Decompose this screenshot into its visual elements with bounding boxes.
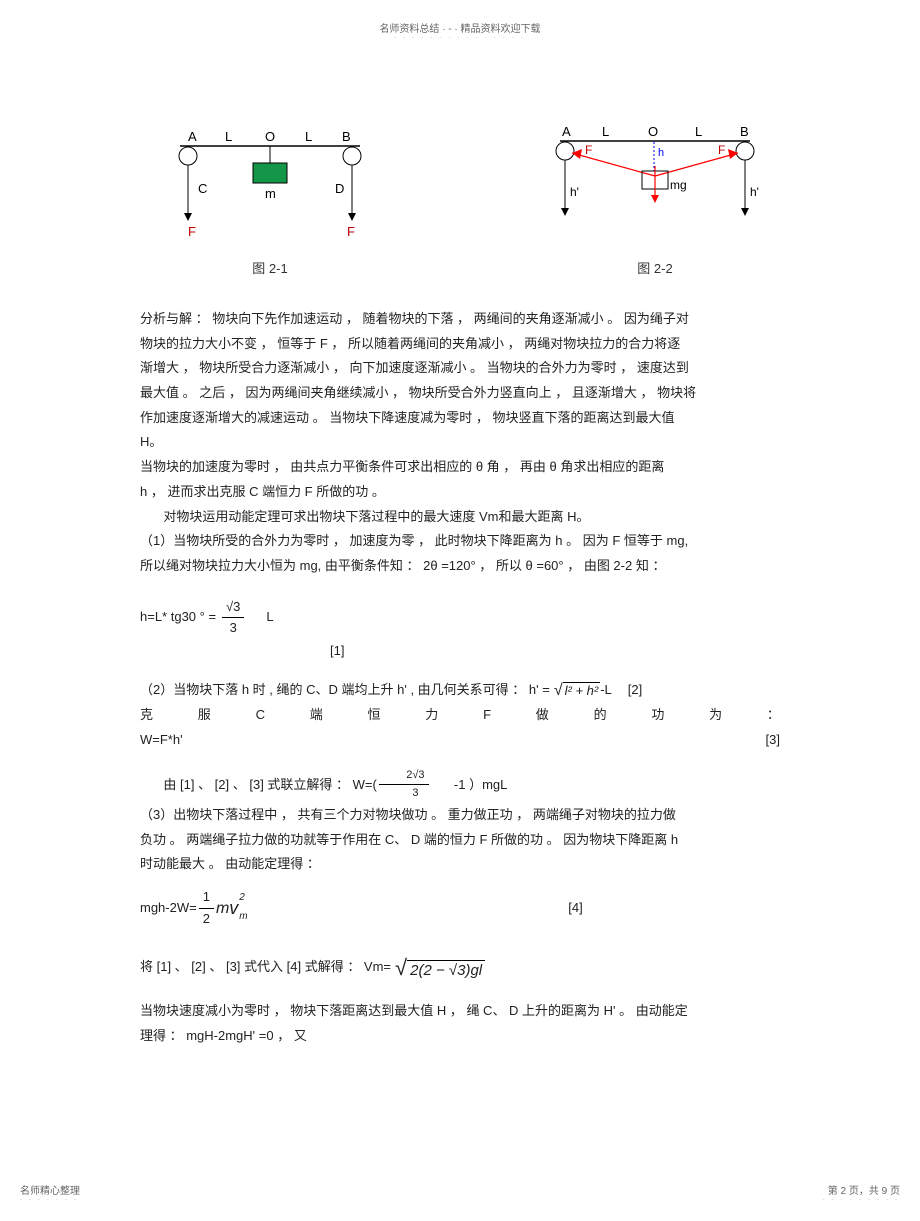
fig2-hp1: h' <box>570 185 579 199</box>
fig2-B: B <box>740 124 749 139</box>
p15-suffix: -1 ）mgL <box>431 775 508 796</box>
fig1-B: B <box>342 129 351 144</box>
body-text: 分析与解 ： 物块向下先作加速运动 ， 随着物块的下落 ， 两绳间的夹角逐渐减小… <box>140 307 780 1048</box>
fig2-mg: mg <box>670 178 687 192</box>
fig1-L1: L <box>225 129 232 144</box>
eq4-m: m <box>216 896 229 922</box>
p6: H。 <box>140 430 780 455</box>
eq2-ref: [2] <box>628 680 642 701</box>
footer-left: 名师精心整理 <box>20 1182 80 1197</box>
fig2-hp2: h' <box>750 185 759 199</box>
eq1-den: 3 <box>226 618 241 639</box>
footer-right: 第 2 页，共 9 页 <box>823 1182 900 1197</box>
figure-2-1: A L O L B C D F F m 图 2-1 <box>140 121 400 277</box>
equation-vm: 将 [1] 、 [2] 、 [3] 式代入 [4] 式解得 ： Vm= √2(2… <box>140 950 780 985</box>
fig2-h: h <box>658 147 664 159</box>
fig1-D: D <box>335 181 344 196</box>
p17: 负功 。 两端绳子拉力做的功就等于作用在 C、 D 端的恒力 F 所做的功 。 … <box>140 828 780 853</box>
eq4-sub: m <box>239 909 247 925</box>
equation-2-line: （2）当物块下落 h 时 , 绳的 C、D 端均上升 h' , 由几何关系可得 … <box>140 678 780 704</box>
p13: 克 服 C 端 恒 力 F 做 的 功 为 ： <box>140 703 780 728</box>
footer: 名师精心整理 - - - - - - - 第 2 页，共 9 页 - - - -… <box>0 1182 920 1203</box>
fig1-F1: F <box>188 224 196 239</box>
fig2-L2: L <box>695 124 702 139</box>
p9: 对物块运用动能定理可求出物块下落过程中的最大速度 Vm和最大距离 H。 <box>140 505 780 530</box>
p14: W=F*h' <box>140 728 183 753</box>
fig1-C: C <box>198 181 207 196</box>
fig1-A: A <box>188 129 197 144</box>
eq4-den: 2 <box>199 909 214 930</box>
p18: 时动能最大 。 由动能定理得 ： <box>140 852 780 877</box>
fig2-A: A <box>562 124 571 139</box>
equation-1: h=L* tg30 ° = √3 3 L <box>140 597 780 640</box>
p1: 分析与解 ： 物块向下先作加速运动 ， 随着物块的下落 ， 两绳间的夹角逐渐减小… <box>140 307 780 332</box>
fig1-m: m <box>265 186 276 201</box>
equation-4: mgh-2W= 1 2 m v 2 m [4] <box>140 887 780 930</box>
figure-2-2-svg: A L O L B F F h mg <box>530 121 780 251</box>
p7: 当物块的加速度为零时 ， 由共点力平衡条件可求出相应的 θ 角 ， 再由 θ 角… <box>140 455 780 480</box>
eqw-den: 3 <box>385 785 423 803</box>
fig1-O: O <box>265 129 275 144</box>
fig2-F1: F <box>585 143 592 157</box>
p5: 作加速度逐渐增大的减速运动 。 当物块下降速度减为零时 ， 物块竖直下落的距离达… <box>140 406 780 431</box>
header-text: 名师资料总结 · - · 精品资料欢迎下载 <box>0 20 920 35</box>
p3: 渐增大 ， 物块所受合力逐渐减小 ， 向下加速度逐渐减小 。 当物块的合外力为零… <box>140 356 780 381</box>
eq2-suffix: -L <box>600 680 612 701</box>
equation-w-line: 由 [1] 、 [2] 、 [3] 式联立解得 ： W=( 2√3 3 -1 ）… <box>140 767 780 803</box>
fig2-F2: F <box>718 143 725 157</box>
eq4-num: 1 <box>199 887 214 909</box>
p20: 当物块速度减小为零时 ， 物块下落距离达到最大值 H ， 绳 C、 D 上升的距… <box>140 999 780 1024</box>
figure-2-1-caption: 图 2-1 <box>140 258 400 277</box>
fig2-O: O <box>648 124 658 139</box>
p21: 理得 ： mgH-2mgH' =0 ， 又 <box>140 1024 780 1049</box>
fig1-L2: L <box>305 129 312 144</box>
fig1-F2: F <box>347 224 355 239</box>
figure-2-2: A L O L B F F h mg <box>530 121 780 277</box>
p4: 最大值 。 之后 ， 因为两绳间夹角继续减小 ， 物块所受合外力竖直向上 ， 且… <box>140 381 780 406</box>
p8: h ， 进而求出克服 C 端恒力 F 所做的功 。 <box>140 480 780 505</box>
eq1-suffix: L <box>266 607 273 628</box>
fig2-L1: L <box>602 124 609 139</box>
p16: （3）出物块下落过程中 ， 共有三个力对物块做功 。 重力做正功 ， 两端绳子对… <box>140 803 780 828</box>
eq4-v: v <box>229 898 238 918</box>
p15: 由 [1] 、 [2] 、 [3] 式联立解得 ： W=( <box>140 775 377 796</box>
footer-right-dots: - - - - - - - - - <box>823 1197 900 1203</box>
eq1-ref: [1] <box>330 643 344 658</box>
footer-left-dots: - - - - - - - <box>20 1197 80 1203</box>
figure-2-1-svg: A L O L B C D F F m <box>140 121 400 251</box>
p12: （2）当物块下落 h 时 , 绳的 C、D 端均上升 h' , 由几何关系可得 … <box>140 680 550 701</box>
eq4-prefix: mgh-2W= <box>140 898 197 919</box>
eq1-num: √3 <box>222 597 244 619</box>
eq4-sup: 2 <box>239 890 245 906</box>
eq4-ref: [4] <box>568 898 582 919</box>
p10: （1）当物块所受的合外力为零时 ， 加速度为零 ， 此时物块下降距离为 h 。 … <box>140 529 780 554</box>
p19: 将 [1] 、 [2] 、 [3] 式代入 [4] 式解得 ： Vm= <box>140 957 391 978</box>
eqw-num: 2√3 <box>379 767 429 786</box>
p2: 物块的拉力大小不变 ， 恒等于 F ， 所以随着两绳间的夹角减小 ， 两绳对物块… <box>140 332 780 357</box>
eq1-prefix: h=L* tg30 ° = <box>140 607 216 628</box>
figure-2-2-caption: 图 2-2 <box>530 258 780 277</box>
p11: 所以绳对物块拉力大小恒为 mg, 由平衡条件知 ： 2θ =120° ， 所以 … <box>140 554 780 579</box>
eq3-ref: [3] <box>766 728 780 753</box>
